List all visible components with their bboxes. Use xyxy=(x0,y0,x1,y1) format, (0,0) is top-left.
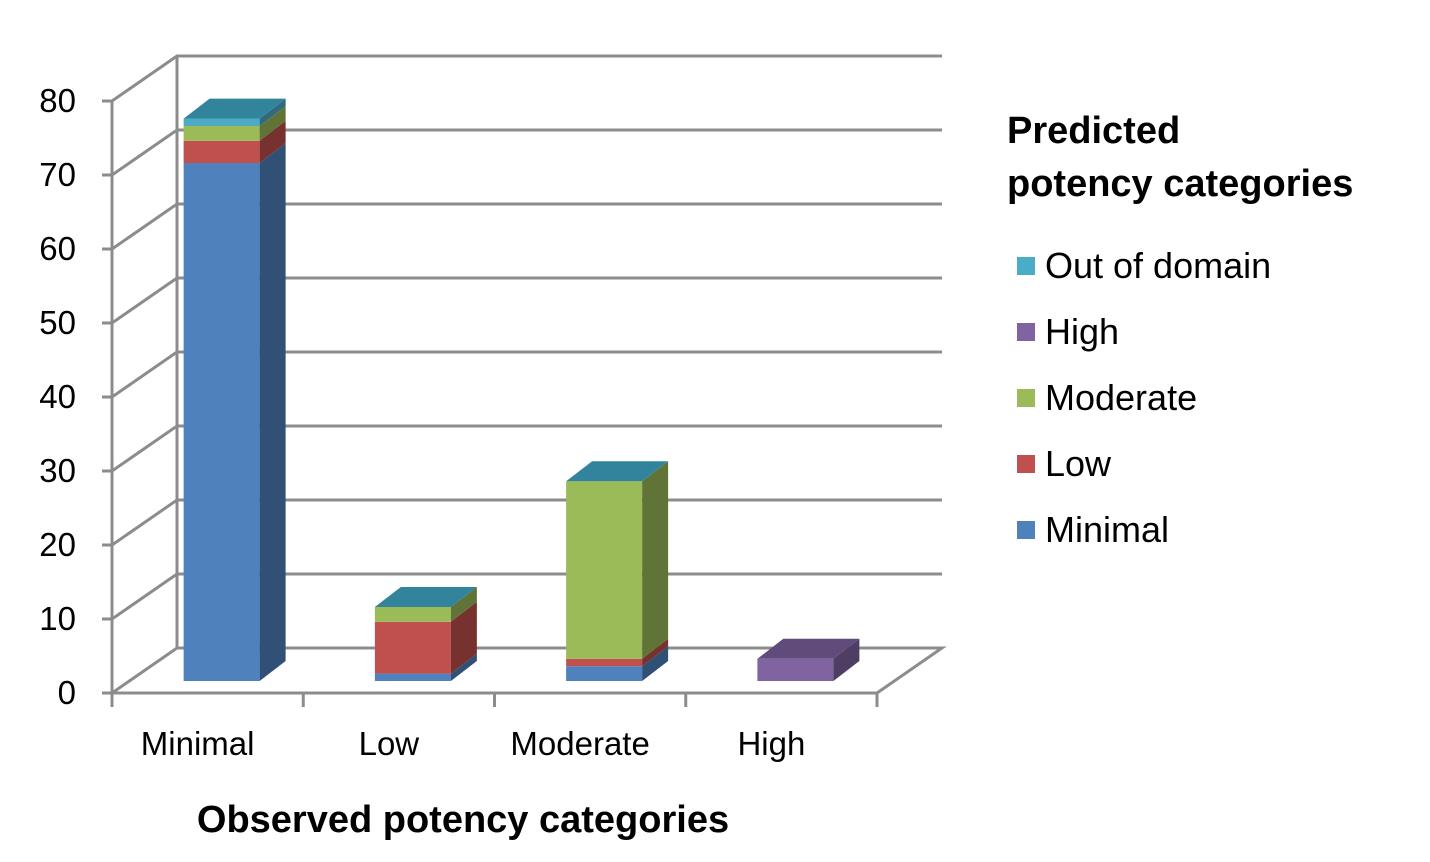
bar-side-face xyxy=(642,461,669,659)
x-tick-label-minimal: Minimal xyxy=(141,725,255,762)
bar-stack-low xyxy=(374,587,477,681)
y-tick-label: 30 xyxy=(39,452,76,489)
y-tick-label: 60 xyxy=(39,230,76,267)
bar-segment-minimal xyxy=(566,646,669,681)
gridlines xyxy=(102,54,942,695)
bar-top-face xyxy=(183,98,286,119)
x-tick-label-moderate: Moderate xyxy=(510,725,649,762)
bar-side-face xyxy=(259,143,286,681)
bar-side-face xyxy=(450,653,477,681)
legend-item-minimal: Minimal xyxy=(1017,509,1169,550)
bar-segment-moderate xyxy=(374,587,477,622)
legend-item-high: High xyxy=(1017,311,1119,352)
gridline xyxy=(111,202,942,251)
legend-swatch xyxy=(1017,389,1035,407)
bar-segment-low xyxy=(183,120,286,163)
legend-item-moderate: Moderate xyxy=(1017,377,1197,418)
bars xyxy=(183,98,860,681)
bar-segment-minimal xyxy=(183,143,286,681)
y-tick-label: 40 xyxy=(39,378,76,415)
bar-front-face xyxy=(183,118,260,126)
bar-top-face xyxy=(757,638,860,659)
legend-swatch xyxy=(1017,521,1035,539)
x-axis-title: Observed potency categories xyxy=(197,799,729,841)
bar-segment-moderate xyxy=(183,106,286,141)
x-axis xyxy=(110,691,879,707)
gridline xyxy=(111,572,942,621)
bar-front-face xyxy=(757,658,834,681)
y-tick-label: 50 xyxy=(39,304,76,341)
legend-item-low: Low xyxy=(1017,443,1112,484)
gridline xyxy=(111,54,942,103)
legend-swatch xyxy=(1017,257,1035,275)
y-tick-label: 10 xyxy=(39,600,76,637)
legend-label: Minimal xyxy=(1045,509,1169,550)
bar-segment-high xyxy=(757,638,860,681)
legend-label: Out of domain xyxy=(1045,245,1271,286)
legend: Predicted potency categories Out of doma… xyxy=(1007,110,1353,550)
gridline xyxy=(111,350,942,399)
bar-front-face xyxy=(183,140,260,163)
gridline xyxy=(111,128,942,177)
bar-front-face xyxy=(374,673,451,681)
bar-front-face xyxy=(183,126,260,141)
y-tick-label: 0 xyxy=(58,674,76,711)
bar-side-face xyxy=(642,646,669,681)
bar-front-face xyxy=(183,163,260,681)
bar-side-face xyxy=(833,638,860,681)
bar-front-face xyxy=(566,658,643,667)
bar-front-face xyxy=(374,607,451,622)
y-tick-label: 20 xyxy=(39,526,76,563)
bar-front-face xyxy=(374,621,451,674)
bar-side-face xyxy=(259,106,286,141)
bar-side-face xyxy=(450,587,477,622)
bar-stack-moderate xyxy=(566,461,669,681)
y-tick-label: 80 xyxy=(39,82,76,119)
bar-side-face xyxy=(259,98,286,126)
bar-segment-low xyxy=(566,638,669,667)
gridline xyxy=(111,424,942,473)
bar-segment-out-of-domain xyxy=(183,98,286,126)
bar-stack-minimal xyxy=(183,98,286,681)
bar-front-face xyxy=(566,666,643,681)
legend-item-out-of-domain: Out of domain xyxy=(1017,245,1271,286)
legend-swatch xyxy=(1017,323,1035,341)
legend-title-line-1: Predicted xyxy=(1007,110,1180,152)
bar-segment-minimal xyxy=(374,653,477,681)
bar-stack-high xyxy=(757,638,860,681)
bar-segment-moderate xyxy=(566,461,669,659)
legend-label: Low xyxy=(1045,443,1112,484)
bar-side-face xyxy=(450,601,477,674)
bar-top-face xyxy=(566,461,669,482)
bar-top-face xyxy=(374,587,477,607)
bar-side-face xyxy=(642,638,669,667)
legend-items: Out of domain High Moderate Low Minimal xyxy=(1017,245,1271,550)
legend-swatch xyxy=(1017,455,1035,473)
legend-label: High xyxy=(1045,311,1119,352)
gridline xyxy=(111,498,942,547)
bar-front-face xyxy=(566,481,643,659)
bar-segment-low xyxy=(374,601,477,674)
bar-side-face xyxy=(259,120,286,163)
legend-label: Moderate xyxy=(1045,377,1197,418)
x-tick-label-high: High xyxy=(737,725,805,762)
gridline xyxy=(111,276,942,325)
legend-title-line-2: potency categories xyxy=(1007,163,1353,205)
y-tick-label: 70 xyxy=(39,156,76,193)
x-tick-label-low: Low xyxy=(359,725,420,762)
x-axis-tick-labels: Minimal Low Moderate High xyxy=(141,725,806,762)
y-axis-tick-labels: 0 10 20 30 40 50 60 70 80 xyxy=(39,82,76,711)
